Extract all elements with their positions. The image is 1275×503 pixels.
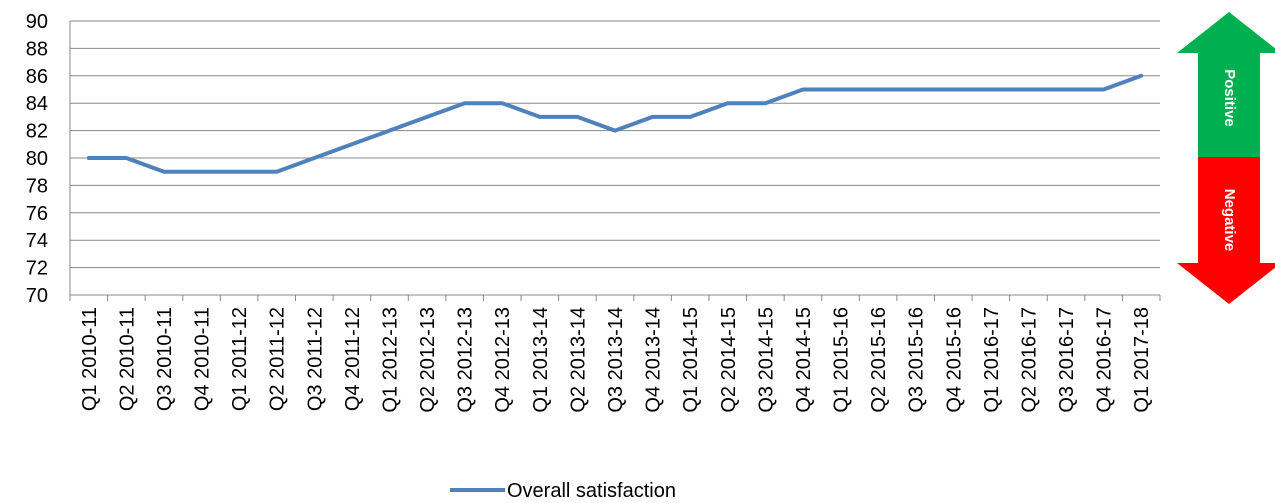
x-tick-label: Q1 2011-12	[229, 307, 251, 411]
x-tick-label: Q4 2012-13	[492, 307, 514, 413]
x-tick-label: Q1 2010-11	[79, 307, 101, 411]
x-tick-label: Q3 2014-15	[755, 307, 777, 413]
y-tick-label: 74	[26, 230, 48, 252]
x-tick-label: Q4 2013-14	[643, 307, 665, 413]
x-tick-label: Q2 2014-15	[718, 307, 740, 413]
legend: Overall satisfaction	[450, 480, 676, 502]
positive-arrow-icon	[1177, 12, 1275, 157]
x-tick-label: Q3 2015-16	[906, 307, 928, 413]
x-tick-label: Q3 2013-14	[605, 307, 627, 413]
x-tick-label: Q1 2015-16	[831, 307, 853, 413]
x-tick-label: Q1 2014-15	[680, 307, 702, 413]
x-tick-label: Q1 2016-17	[981, 307, 1003, 413]
x-axis: Q1 2010-11 Q2 2010-11 Q3 2010-11 Q4 2010-11…	[69, 295, 1161, 413]
y-tick-label: 88	[26, 38, 48, 60]
x-tick-label: Q4 2014-15	[793, 307, 815, 413]
x-tick-label: Q1 2013-14	[530, 307, 552, 413]
y-tick-label: 80	[26, 148, 48, 170]
y-tick-label: 76	[26, 203, 48, 225]
negative-label: Negative	[1221, 189, 1238, 252]
x-tick-label: Q4 2015-16	[943, 307, 965, 413]
y-tick-label: 70	[26, 285, 48, 307]
x-tick-label: Q2 2011-12	[267, 307, 289, 411]
series-layer	[86, 73, 1144, 174]
x-tick-label: Q4 2011-12	[342, 307, 364, 411]
x-tick-label: Q3 2010-11	[154, 307, 176, 411]
y-tick-label: 72	[26, 258, 48, 280]
negative-arrow-icon	[1177, 157, 1275, 304]
y-tick-label: 86	[26, 66, 48, 88]
y-tick-label: 90	[26, 11, 48, 33]
x-tick-label: Q4 2016-17	[1094, 307, 1116, 413]
y-tick-label: 84	[26, 93, 48, 115]
gridlines	[70, 20, 1160, 296]
x-tick-label: Q1 2017-18	[1131, 307, 1153, 413]
legend-label: Overall satisfaction	[507, 480, 676, 502]
series-line-overall-satisfaction	[86, 73, 1144, 174]
x-tick-label: Q2 2015-16	[868, 307, 890, 413]
y-tick-label: 82	[26, 121, 48, 143]
y-tick-label: 78	[26, 175, 48, 197]
x-tick-label: Q2 2013-14	[567, 307, 589, 413]
x-tick-label: Q2 2016-17	[1018, 307, 1040, 413]
x-tick-label: Q1 2012-13	[379, 307, 401, 413]
x-tick-label: Q3 2011-12	[304, 307, 326, 411]
y-axis: 70 72 74 76 78 80 82 84 86 88 90	[26, 11, 71, 307]
x-tick-label: Q3 2016-17	[1056, 307, 1078, 413]
direction-indicator: Positive Negative	[1177, 12, 1275, 304]
x-tick-label: Q2 2012-13	[417, 307, 439, 413]
positive-label: Positive	[1221, 69, 1238, 127]
x-tick-label: Q3 2012-13	[455, 307, 477, 413]
x-tick-label: Q2 2010-11	[116, 307, 138, 411]
x-tick-label: Q4 2010-11	[192, 307, 214, 411]
